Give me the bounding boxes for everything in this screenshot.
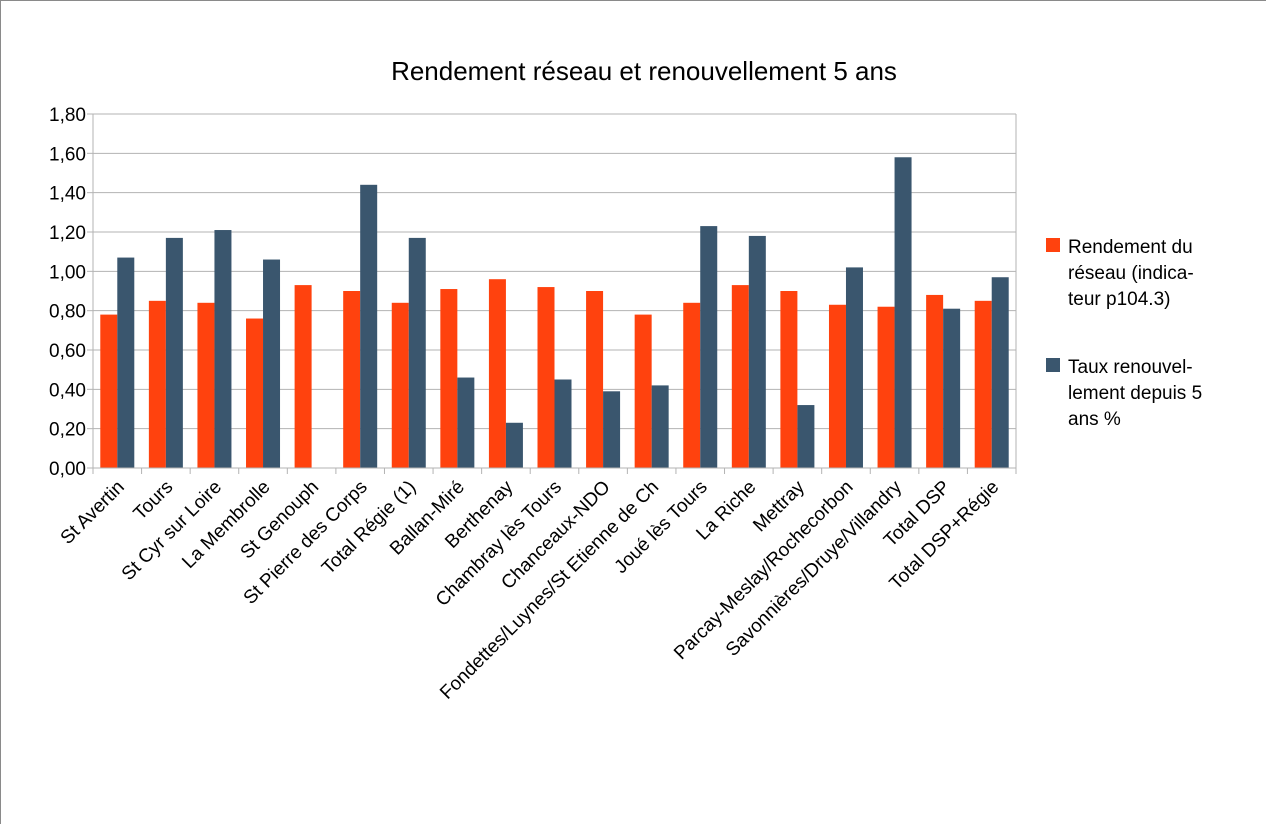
chart-title: Rendement réseau et renouvellement 5 ans xyxy=(391,56,897,86)
bar-taux xyxy=(797,405,815,468)
bar-rendement xyxy=(197,302,215,468)
y-tick-label: 0,40 xyxy=(49,380,86,401)
legend-label: Taux renouvel- xyxy=(1068,357,1193,378)
bar-rendement xyxy=(537,287,555,468)
bar-taux xyxy=(117,257,135,468)
bar-rendement xyxy=(634,314,652,468)
bar-taux xyxy=(748,235,766,468)
bar-rendement xyxy=(926,294,944,468)
axis-layer xyxy=(92,114,1017,474)
x-tick-label: St Avertin xyxy=(57,477,129,549)
bar-taux xyxy=(700,226,718,468)
bar-rendement xyxy=(877,306,895,468)
bar-rendement xyxy=(731,285,749,468)
bar-taux xyxy=(360,184,378,469)
bar-rendement xyxy=(488,279,506,468)
bar-taux xyxy=(457,377,475,468)
bar-rendement xyxy=(294,285,312,468)
legend-swatch-taux xyxy=(1046,358,1060,372)
bar-taux xyxy=(408,237,426,468)
y-tick-label: 0,80 xyxy=(49,302,86,323)
y-tick-label: 1,00 xyxy=(49,262,86,283)
bar-rendement xyxy=(391,302,409,468)
bar-taux xyxy=(554,379,572,468)
legend-label: Rendement du xyxy=(1068,237,1193,258)
bar-rendement xyxy=(343,291,361,468)
bar-taux xyxy=(165,237,183,468)
bar-taux xyxy=(991,277,1009,468)
bar-taux xyxy=(214,230,232,468)
bars-layer xyxy=(100,157,1009,469)
bar-taux xyxy=(651,385,669,468)
y-tick-label: 1,40 xyxy=(49,184,86,205)
y-tick-labels: 0,00 0,20 0,40 0,60 0,80 1,00 1,20 1,40 1,60 1,80 xyxy=(49,105,86,480)
bar-taux xyxy=(603,391,621,468)
y-tick-label: 0,00 xyxy=(49,459,86,480)
bar-rendement xyxy=(148,300,166,468)
bar-taux xyxy=(943,308,961,468)
legend-label: lement depuis 5 xyxy=(1068,383,1202,404)
y-tick-label: 0,20 xyxy=(49,420,86,441)
y-tick-label: 1,20 xyxy=(49,223,86,244)
legend-label: ans % xyxy=(1068,409,1121,430)
bar-rendement xyxy=(100,314,118,468)
bar-rendement xyxy=(586,291,604,468)
bar-rendement xyxy=(974,300,992,468)
legend-swatch-rendement xyxy=(1046,238,1060,252)
bar-rendement xyxy=(683,302,701,468)
legend-label: teur p104.3) xyxy=(1068,289,1170,310)
bar-taux xyxy=(505,422,523,468)
legend: Rendement du réseau (indica-teur p104.3) T… xyxy=(1046,237,1202,430)
bar-rendement xyxy=(440,289,458,468)
bar-taux xyxy=(263,259,281,468)
y-tick-label: 0,60 xyxy=(49,341,86,362)
bar-taux xyxy=(845,267,863,468)
legend-label: réseau (indica- xyxy=(1068,263,1194,284)
bar-rendement xyxy=(246,318,264,468)
y-tick-label: 1,60 xyxy=(49,144,86,165)
y-tick-label: 1,80 xyxy=(49,105,86,126)
bar-rendement xyxy=(828,304,846,468)
bar-taux xyxy=(894,157,912,468)
bar-rendement xyxy=(780,291,798,468)
